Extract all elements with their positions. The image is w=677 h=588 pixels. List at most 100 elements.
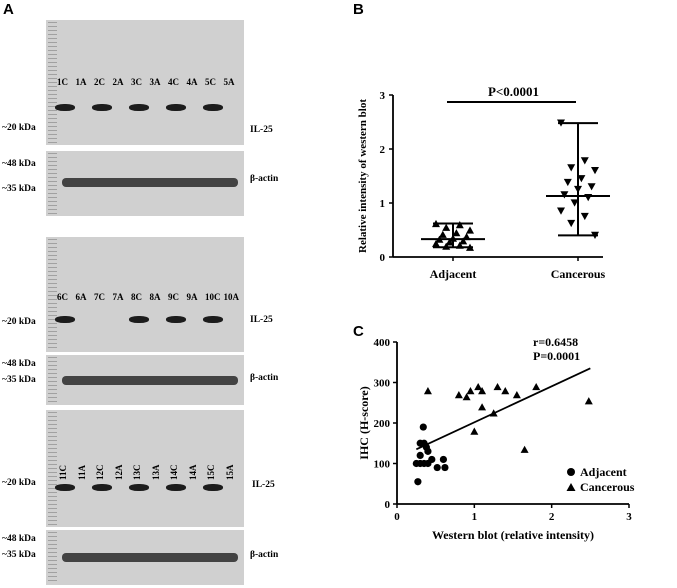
data-point [462,232,471,241]
cancerous-point [470,427,479,435]
x-tick-label: 0 [394,511,400,523]
cancerous-point [423,387,432,395]
data-point [455,241,464,249]
data-point [557,119,565,127]
ladder-lane [48,22,57,143]
ladder-lane [48,532,57,583]
data-point [567,164,576,172]
il25-blot-3 [46,410,244,527]
y-tick-label: 3 [380,90,386,102]
y-tick-label: 400 [374,337,391,349]
data-point [438,230,447,238]
lane-label: 3C [131,77,142,87]
il25-blot-2 [46,237,244,352]
data-point [449,234,457,242]
actin-label: β-actin [250,373,279,383]
lane-label: 5A [223,77,235,87]
il25-label: IL-25 [252,480,275,490]
lane-label: 15A [224,464,235,481]
data-point [432,239,440,248]
actin-band-row [62,553,238,562]
regression-line [415,367,591,451]
data-point [577,175,586,183]
data-point [452,229,461,237]
il25-band [55,316,75,323]
data-point [432,219,440,228]
lane-label: 5C [205,77,216,87]
lane-label: 12A [113,464,124,481]
actin-blot-1 [46,151,244,216]
lane-label: 9C [168,292,179,302]
y-axis-label: IHC (H-score) [357,386,371,459]
y-tick-label: 300 [374,378,391,390]
x-tick-label: 3 [626,511,632,523]
cancerous-point [532,382,541,391]
actin-label: β-actin [250,550,279,560]
data-point [466,226,474,234]
data-point [560,191,569,199]
adjacent-point [433,463,441,472]
marker-20kda-label: ~20 kDa [2,317,36,327]
legend-label: Adjacent [580,465,627,479]
actin-blot-2 [46,355,244,405]
ladder-lane [48,357,57,403]
cancerous-point [489,409,498,417]
panel-b-scatter-chart: 0 1 2 3 Adjacent Cancerous Relative intensity … [357,84,610,281]
marker-35kda-label: ~35 kDa [2,375,36,385]
data-point [591,231,599,239]
y-tick-label: 200 [374,418,391,430]
cancerous-point [512,391,521,399]
ladder-lane [48,239,57,350]
marker-35kda-label: ~35 kDa [2,184,36,194]
data-point [574,185,582,194]
lane-label: 11A [76,464,87,480]
lane-label: 9A [186,292,198,302]
correlation-r-annotation: r=0.6458 [533,335,578,349]
x-tick-label: 2 [549,511,555,523]
data-point [587,183,596,191]
ladder-lane [48,153,57,214]
lane-label: 2A [112,77,124,87]
data-point [563,178,572,187]
data-point [580,212,589,221]
cancerous-point [501,387,510,395]
legend-adjacent-marker [567,468,575,476]
data-point [466,243,474,251]
data-point [442,242,451,250]
il25-band [203,484,223,491]
lane-label: 13C [132,464,142,481]
legend-label: Cancerous [580,480,635,494]
marker-48kda-label: ~48 kDa [2,159,36,169]
data-point [435,235,444,243]
actin-band-row [62,178,238,187]
data-point [455,221,464,229]
lane-label: 1A [75,77,87,87]
lane-label: 4C [168,77,179,87]
lane-label: 11C [58,464,68,480]
cancerous-point [462,393,471,401]
panel-a-label: A [3,1,14,18]
marker-20kda-label: ~20 kDa [2,123,36,133]
adjacent-point [439,455,447,464]
il25-label: IL-25 [250,125,273,135]
data-point [459,237,468,245]
lane-label: 14A [187,464,198,481]
y-tick-label: 100 [374,459,391,471]
cancerous-point [478,403,487,411]
lane-label: 4A [186,77,198,87]
il25-band [92,104,112,111]
il25-band [129,484,149,491]
marker-35kda-label: ~35 kDa [2,550,36,560]
il25-label: IL-25 [250,315,273,325]
cancerous-point [466,387,475,395]
y-tick-label: 0 [385,499,391,511]
lane-label: 6C [57,292,68,302]
marker-48kda-label: ~48 kDa [2,534,36,544]
adjacent-point [428,455,436,464]
il25-band [55,484,75,491]
lane-label: 1C [57,77,68,87]
cancerous-point [584,397,593,405]
il25-band [129,316,149,323]
cancerous-point [474,382,483,391]
significance-label: P<0.0001 [488,84,539,99]
